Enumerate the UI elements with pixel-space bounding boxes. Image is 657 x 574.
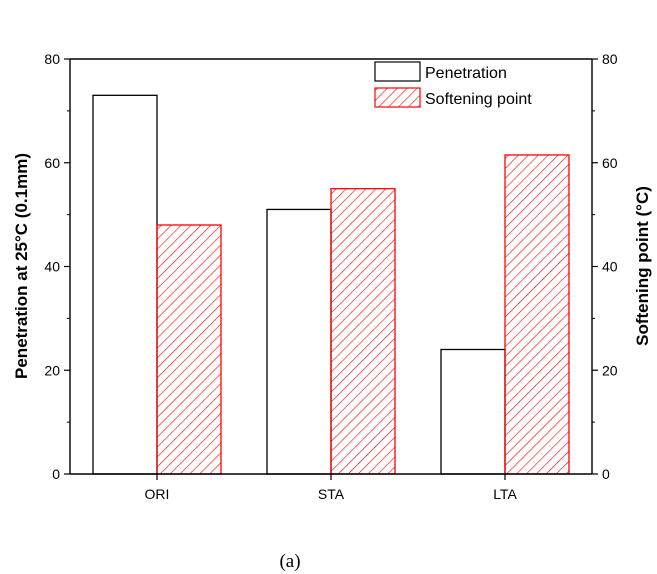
legend-swatch-softening-point [374, 87, 421, 108]
bar-penetration-ori [92, 94, 158, 475]
y-axis-title-right: Softening point (°C) [633, 186, 652, 346]
y-tick-label-left: 40 [44, 259, 60, 275]
y-tick-label-left: 80 [44, 51, 60, 67]
y-tick-label-right: 60 [602, 155, 618, 171]
legend-label-softening-point: Softening point [425, 91, 532, 108]
y-tick-label-left: 60 [44, 155, 60, 171]
x-tick-label-sta: STA [318, 486, 345, 502]
ticks-layer: ORI STA LTA 0 20 40 60 80 0 20 40 60 80 [44, 51, 617, 502]
y-tick-label-left: 0 [52, 466, 60, 482]
bar-softening-point-sta [330, 188, 396, 475]
bar-softening-point-lta [504, 154, 570, 475]
legend-swatch-penetration [374, 61, 421, 82]
y-tick-label-right: 80 [602, 51, 618, 67]
x-tick-label-ori: ORI [145, 486, 170, 502]
bar-penetration-sta [266, 208, 332, 475]
y-tick-label-left: 20 [44, 362, 60, 378]
x-tick-label-lta: LTA [493, 486, 517, 502]
bar-softening-point-ori [156, 224, 222, 475]
y-tick-label-right: 40 [602, 259, 618, 275]
legend: Penetration Softening point [374, 61, 532, 108]
y-axis-title-left: Penetration at 25°C (0.1mm) [12, 153, 31, 379]
y-tick-label-right: 20 [602, 362, 618, 378]
y-tick-label-right: 0 [602, 466, 610, 482]
bars-layer [92, 94, 570, 475]
bar-penetration-lta [440, 348, 506, 475]
legend-label-penetration: Penetration [425, 65, 507, 82]
figure-caption: (a) [279, 551, 300, 572]
